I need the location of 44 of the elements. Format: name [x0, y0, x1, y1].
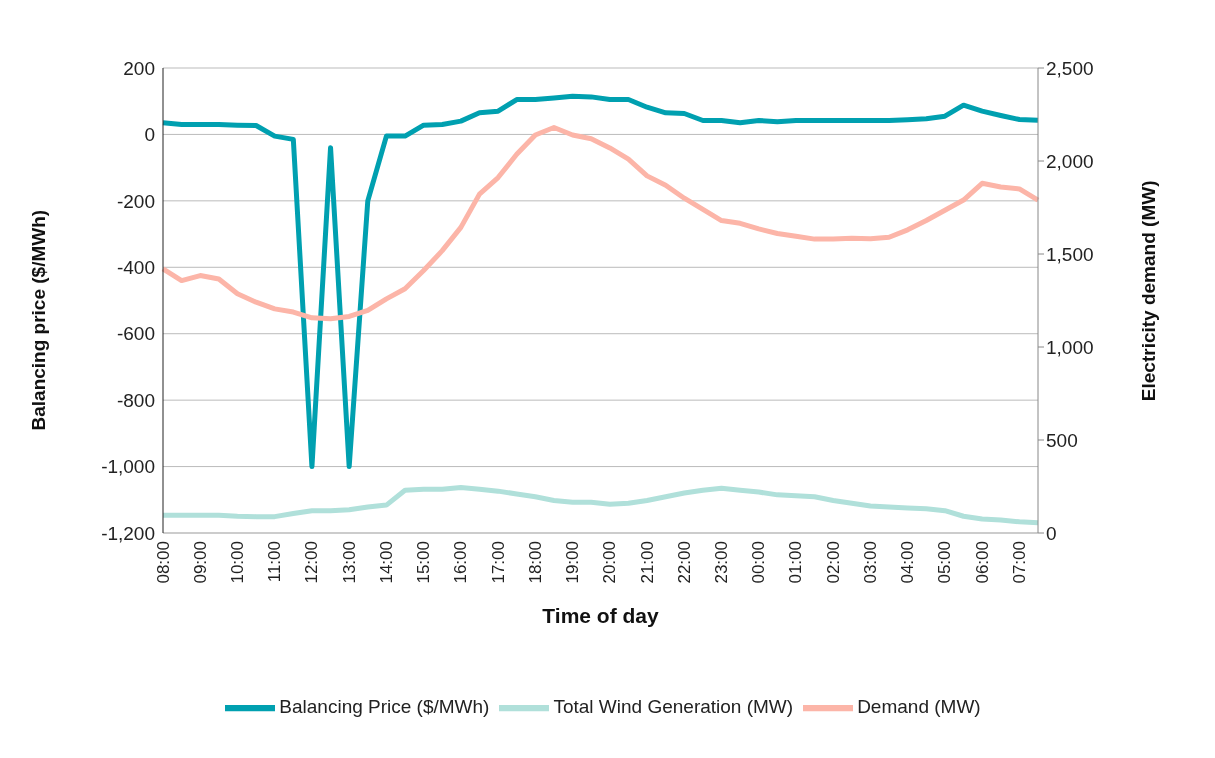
- y-tick-label: -1,000: [101, 456, 155, 478]
- x-axis-title: Time of day: [542, 604, 659, 627]
- x-tick-label: 22:00: [674, 541, 694, 584]
- y2-axis-title: Electricity demand (MW): [1137, 180, 1159, 402]
- y-tick-label: -1,200: [101, 522, 155, 544]
- x-tick-label: 17:00: [488, 541, 508, 584]
- y2-tick-label: 2,500: [1046, 57, 1094, 79]
- y-tick-label: -800: [116, 389, 155, 411]
- x-tick-label: 08:00: [153, 541, 173, 584]
- x-tick-label: 12:00: [302, 541, 322, 584]
- x-tick-label: 03:00: [860, 541, 880, 584]
- y-tick-label: -200: [116, 190, 155, 212]
- y-tick-label: -600: [116, 323, 155, 345]
- legend-label: Total Wind Generation (MW): [553, 696, 794, 718]
- legend-label: Balancing Price ($/MWh): [279, 696, 490, 718]
- x-tick-label: 04:00: [898, 541, 918, 584]
- x-tick-label: 10:00: [227, 541, 247, 584]
- x-tick-label: 01:00: [786, 541, 806, 584]
- x-tick-label: 13:00: [339, 541, 359, 584]
- x-tick-label: 19:00: [563, 541, 583, 584]
- y-tick-label: -400: [116, 257, 155, 279]
- y2-tick-label: 0: [1046, 522, 1057, 544]
- y2-tick-label: 2,000: [1046, 150, 1094, 172]
- y-tick-label: 0: [144, 124, 155, 146]
- y2-tick-label: 500: [1046, 429, 1078, 451]
- y-tick-label: 200: [123, 57, 155, 79]
- x-tick-label: 06:00: [972, 541, 992, 584]
- x-tick-label: 09:00: [190, 541, 210, 584]
- y2-tick-label: 1,000: [1046, 336, 1094, 358]
- x-tick-label: 16:00: [451, 541, 471, 584]
- x-tick-label: 00:00: [749, 541, 769, 584]
- x-tick-label: 21:00: [637, 541, 657, 584]
- y-axis-title: Balancing price ($/MWh): [27, 209, 49, 431]
- x-tick-label: 23:00: [712, 541, 732, 584]
- x-tick-label: 15:00: [414, 541, 434, 584]
- legend-label: Demand (MW): [857, 696, 981, 718]
- x-tick-label: 14:00: [376, 541, 396, 584]
- x-tick-label: 18:00: [525, 541, 545, 584]
- x-tick-label: 11:00: [265, 541, 285, 583]
- x-tick-label: 07:00: [1009, 541, 1029, 584]
- x-tick-label: 02:00: [823, 541, 843, 584]
- y2-tick-label: 1,500: [1046, 243, 1094, 265]
- x-tick-label: 20:00: [600, 541, 620, 584]
- x-tick-label: 05:00: [935, 541, 955, 584]
